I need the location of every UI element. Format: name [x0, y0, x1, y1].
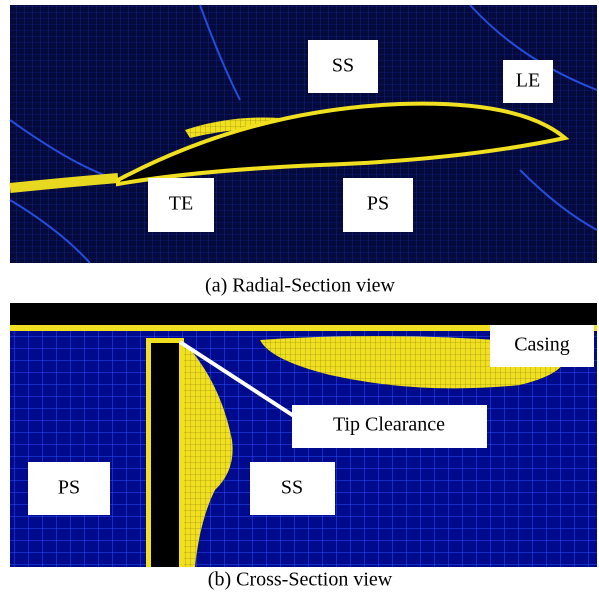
label: Tip Clearance [333, 414, 445, 436]
label: PS [367, 193, 389, 215]
label: TE [169, 193, 193, 215]
label: SS [281, 477, 303, 499]
label: Casing [514, 334, 570, 356]
caption: (a) Radial-Section view [205, 275, 395, 297]
label: SS [332, 55, 354, 77]
label: LE [516, 70, 540, 92]
page: SS LE TE PS (a) Radial-Section view Casi… [0, 0, 599, 601]
casing [10, 303, 597, 325]
blade [151, 343, 179, 567]
caption: (b) Cross-Section view [208, 569, 393, 591]
figure: SS LE TE PS (a) Radial-Section view Casi… [0, 0, 599, 596]
panel-a: SS LE TE PS [10, 5, 597, 263]
label: PS [58, 477, 80, 499]
panel-b: Casing Tip Clearance PS SS [10, 303, 597, 567]
